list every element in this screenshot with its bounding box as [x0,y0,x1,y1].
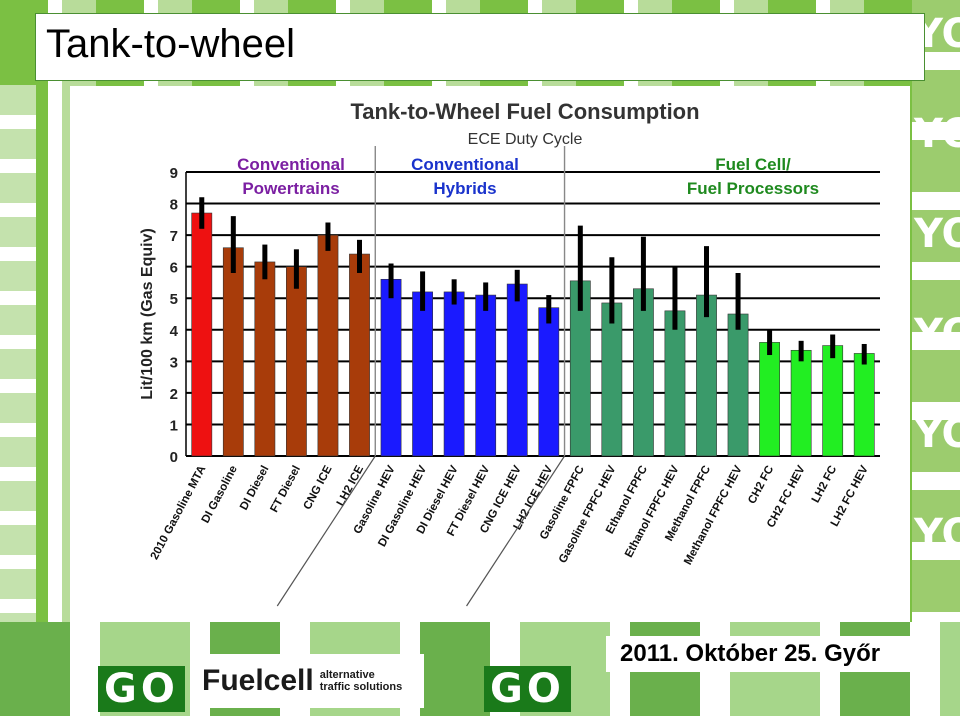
background-letters: YO [914,511,960,557]
bar [664,310,686,457]
group-divider-slant [276,455,376,607]
x-tick-label: CH2 FC [746,464,776,506]
bar [222,247,244,457]
date-box: 2011. Október 25. Győr [606,636,926,672]
x-tick-label: Methanol FPFC HEV [682,463,745,567]
background-letters: YO [914,111,960,157]
fuelcell-logo: Fuelcell alternative traffic solutions [196,654,424,708]
fuelcell-tagline-2: traffic solutions [319,681,403,693]
bar [254,261,276,457]
background-letters: YO [914,411,960,457]
group-divider-slant [466,455,566,607]
x-tick-label: LH2 FC [810,464,839,505]
x-tick-label: Gasoline FPFC HEV [557,463,619,565]
y-tick-label: 8 [170,197,178,214]
slide-title: Tank-to-wheel [46,22,296,66]
chart-subtitle: ECE Duty Cycle [468,131,583,148]
fuel-consumption-chart: Tank-to-Wheel Fuel Consumption ECE Duty C… [139,99,880,607]
bar [412,291,433,457]
y-tick-label: 0 [170,449,178,466]
group-header-line1: Fuel Cell/ [715,155,791,174]
bar [822,345,844,457]
background-left-strip [0,85,36,625]
bar [759,342,780,457]
y-tick-label: 7 [170,228,178,245]
y-tick-label: 1 [170,417,178,434]
y-tick-label: 5 [170,291,178,308]
group-header-line1: Conventional [411,155,519,174]
x-tick-label: 2010 Gasoline MTA [149,464,209,562]
bar [538,307,560,457]
bar [696,294,717,457]
background-right-strip: YO YO YO YO YO YO [912,0,960,640]
background-letters: YO [914,311,960,357]
group-header-line2: Fuel Processors [687,179,819,198]
y-tick-label: 2 [170,386,178,403]
presentation-date: 2011. Október 25. Győr [620,640,881,667]
bar [727,313,749,457]
y-tick-label: 3 [170,354,178,371]
background-letters: YO [914,211,960,257]
fuelcell-name: Fuelcell [202,664,314,697]
x-tick-label: CNG ICE [302,463,335,511]
bar [191,212,213,457]
hygo-logo-left: GO [98,666,185,712]
bar [853,353,875,457]
y-axis-label: Lit/100 km (Gas Equiv) [139,228,156,400]
bar [475,294,497,457]
y-tick-label: 6 [170,260,178,277]
bar [317,234,339,457]
bar [790,349,812,457]
chart-title: Tank-to-Wheel Fuel Consumption [350,99,699,124]
bar [633,288,654,457]
title-box: Tank-to-wheel [35,13,925,81]
group-header-line2: Powertrains [242,179,339,198]
x-tick-label: FT Diesel [268,464,303,515]
group-header-line2: Hybrids [433,179,496,198]
y-tick-label: 9 [170,165,178,182]
bar [349,253,370,457]
fuelcell-tagline-1: alternative [319,669,375,681]
fuelcell-tagline: alternative traffic solutions [314,669,403,693]
x-tick-label: DI Diesel [238,464,271,513]
bar [601,302,623,457]
bar [506,283,528,457]
bar [286,266,307,457]
x-tick-label: LH2 ICE [335,463,366,508]
bar [443,291,465,457]
hygo-logo-right: GO [484,666,571,712]
group-header-line1: Conventional [237,155,345,174]
chart-panel: Tank-to-Wheel Fuel Consumption ECE Duty C… [70,86,910,640]
y-tick-label: 4 [170,323,179,340]
bar [380,278,402,457]
